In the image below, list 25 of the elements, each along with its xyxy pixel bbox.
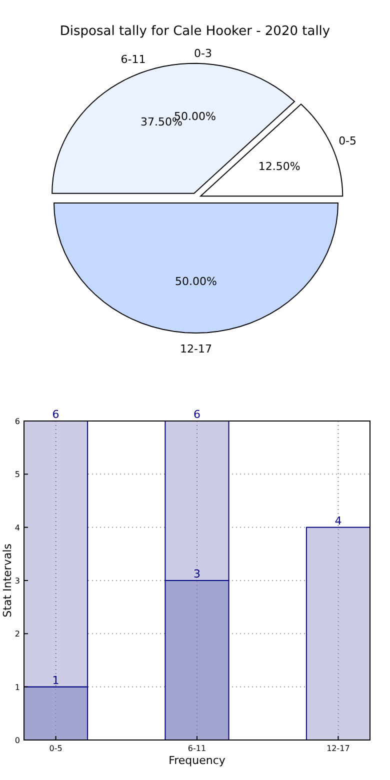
bar [306, 526, 370, 740]
total-label: 6 [52, 408, 60, 421]
y-tick-label: 5 [14, 470, 20, 480]
data-label: 12.50% [258, 160, 300, 174]
total-label: 4 [334, 514, 342, 528]
x-tick-label: 6-11 [188, 744, 206, 753]
chart-title: Disposal tally for Cale Hooker - 2020 tally [60, 24, 330, 39]
x-axis-title: Frequency [168, 754, 226, 767]
total-label: 6 [194, 408, 200, 421]
y-tick-label: 2 [14, 630, 20, 639]
data-label: 50.00% [175, 275, 217, 288]
x-tick-label: 12-17 [326, 744, 350, 753]
y-axis-title: Stat Intervals [1, 543, 14, 618]
slice-label: 0-5 [338, 134, 357, 148]
text: 0-3 [194, 47, 212, 60]
y-tick-label: 3 [14, 576, 20, 586]
data-label: 3 [194, 568, 200, 580]
data-label: 1 [52, 674, 60, 687]
y-tick-label: 4 [14, 523, 20, 532]
x-tick-label: 0-5 [49, 744, 62, 753]
y-tick-label: 0 [14, 736, 20, 745]
slice-label: 6-11 [120, 52, 146, 66]
y-tick-label: 6 [14, 417, 20, 426]
y-tick-label: 1 [14, 682, 20, 692]
slice-label: 12-17 [180, 342, 212, 356]
